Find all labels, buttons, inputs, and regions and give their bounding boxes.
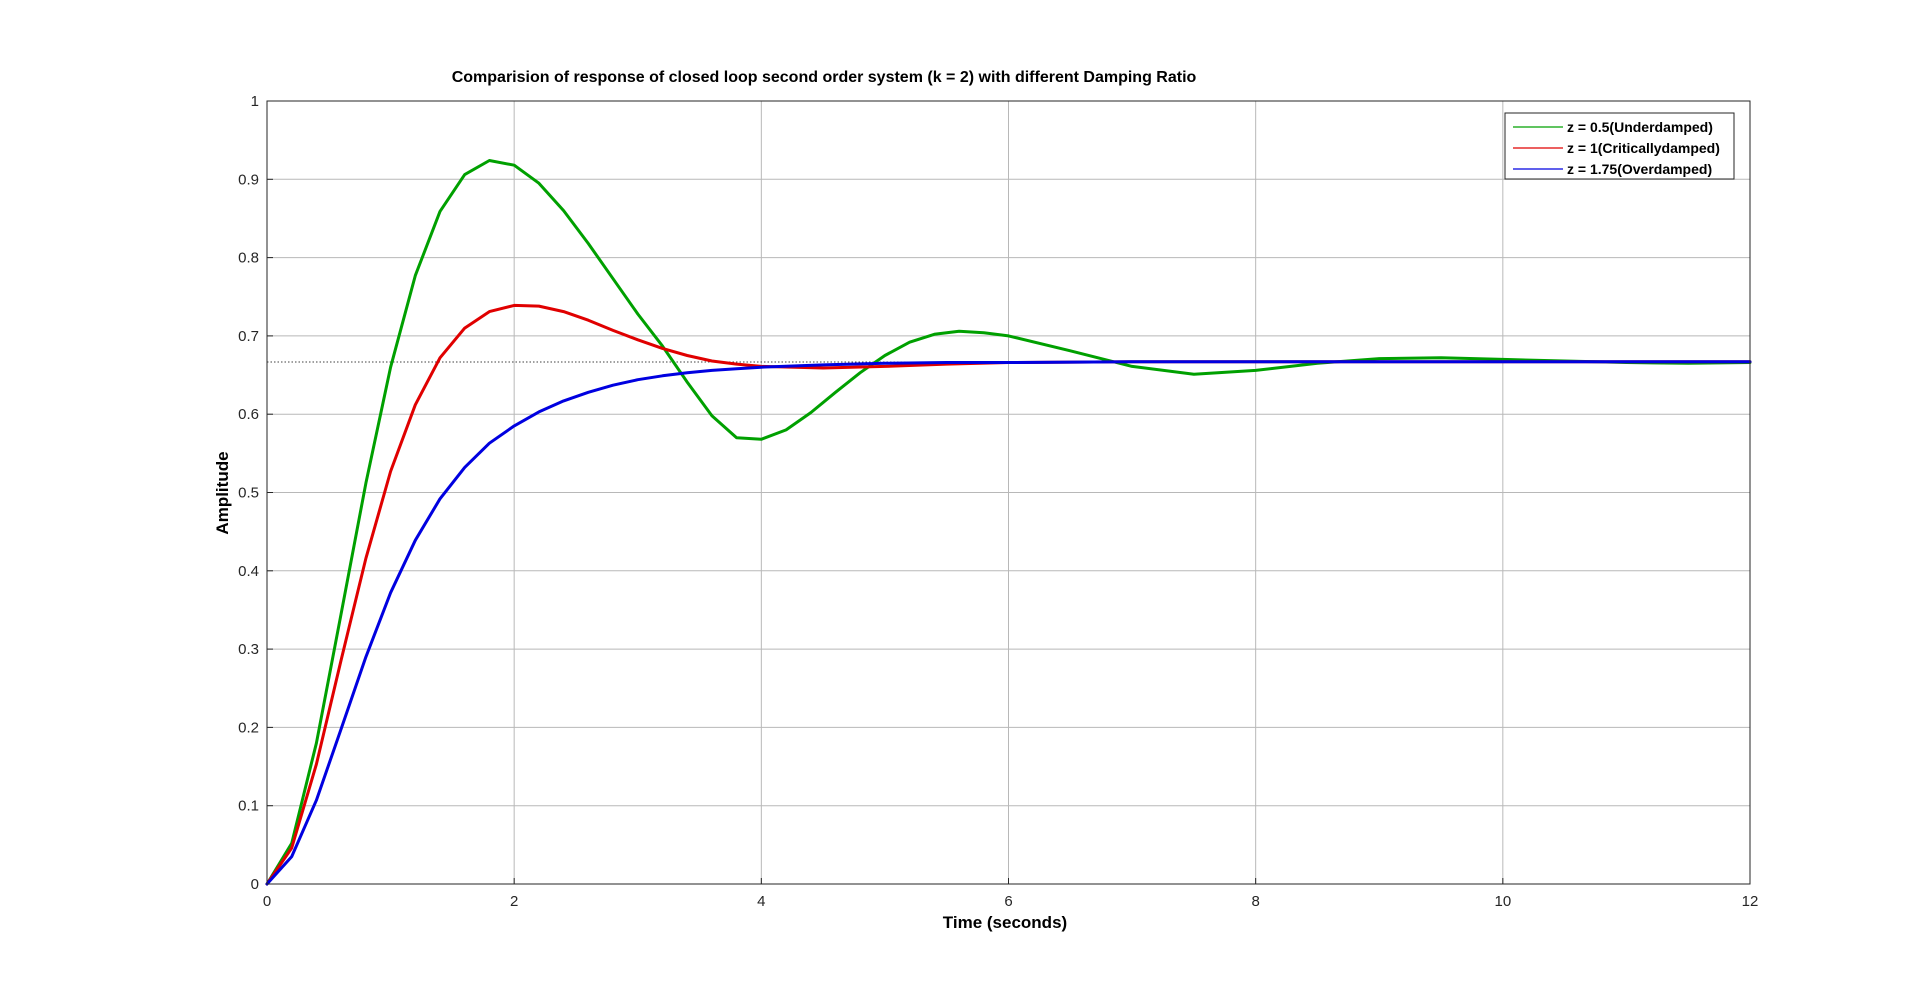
y-tick-label: 0.6	[238, 406, 259, 423]
y-tick-label: 0.8	[238, 250, 259, 267]
x-axis-label: Time (seconds)	[943, 913, 1067, 932]
y-tick-label: 0.9	[238, 171, 259, 188]
legend-item: z = 1.75(Overdamped)	[1513, 161, 1712, 177]
x-tick-label: 8	[1251, 893, 1259, 910]
y-tick-label: 0.7	[238, 328, 259, 345]
y-axis-label: Amplitude	[213, 451, 232, 534]
series-line-underdamped	[265, 159, 1752, 886]
legend-item: z = 1(Criticallydamped)	[1513, 140, 1720, 156]
legend-item: z = 0.5(Underdamped)	[1513, 119, 1713, 135]
y-tick-label: 0.1	[238, 798, 259, 815]
y-tick-label: 0	[251, 876, 259, 893]
x-tick-label: 2	[510, 893, 518, 910]
x-tick-label: 6	[1004, 893, 1012, 910]
legend-label: z = 0.5(Underdamped)	[1567, 119, 1713, 135]
x-axis-ticks: 0 2 4 6 8 10 12	[263, 878, 1759, 910]
x-tick-label: 12	[1742, 893, 1759, 910]
x-tick-label: 0	[263, 893, 271, 910]
x-tick-label: 10	[1494, 893, 1511, 910]
series-group	[265, 159, 1752, 886]
series-line-overdamped	[265, 360, 1752, 886]
legend: z = 0.5(Underdamped) z = 1(Criticallydamp…	[1504, 112, 1735, 180]
y-tick-label: 0.3	[238, 641, 259, 658]
y-tick-label: 0.5	[238, 485, 259, 502]
x-tick-label: 4	[757, 893, 765, 910]
legend-label: z = 1.75(Overdamped)	[1567, 161, 1712, 177]
legend-box	[1504, 112, 1735, 180]
y-axis-ticks: 0 0.1 0.2 0.3 0.4 0.5 0.6 0.7 0.8 0.9 1	[238, 93, 273, 893]
y-tick-label: 1	[251, 93, 259, 110]
chart-title: Comparision of response of closed loop s…	[452, 69, 1197, 86]
y-tick-label: 0.2	[238, 719, 259, 736]
y-tick-label: 0.4	[238, 563, 259, 580]
legend-label: z = 1(Criticallydamped)	[1567, 140, 1720, 156]
